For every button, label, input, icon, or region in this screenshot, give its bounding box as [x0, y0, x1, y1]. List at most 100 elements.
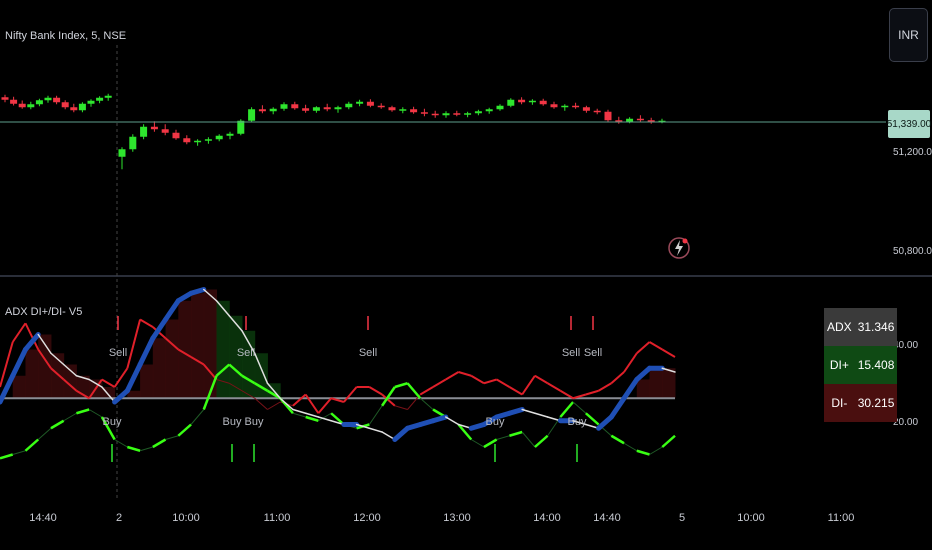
di-plus-segment — [318, 412, 332, 422]
candle — [248, 109, 256, 121]
trend-zone — [165, 319, 179, 399]
di-minus-segment — [598, 382, 612, 392]
sell-label: Sell — [237, 347, 255, 359]
adx-segment — [596, 414, 614, 431]
di-plus-segment — [509, 430, 523, 437]
di-plus-segment — [88, 409, 103, 418]
di-plus-segment — [496, 435, 510, 440]
candle — [194, 140, 202, 143]
trend-zone — [178, 300, 192, 399]
currency-button[interactable]: INR — [889, 8, 928, 62]
di-minus-segment — [419, 386, 434, 396]
adx-segment — [317, 416, 332, 422]
adx-segment — [521, 408, 536, 414]
sell-label: Sell — [562, 347, 580, 359]
di-minus-segment — [88, 378, 103, 399]
di-plus-segment — [37, 427, 52, 440]
di-plus-segment — [50, 419, 65, 430]
buy-label: Buy — [486, 416, 505, 428]
lightning-icon[interactable] — [667, 231, 691, 265]
di-plus-segment — [165, 435, 179, 440]
candle — [474, 111, 482, 114]
di-minus-segment — [381, 393, 396, 407]
sell-label: Sell — [359, 347, 377, 359]
candle — [377, 105, 385, 108]
di-minus-segment — [216, 379, 230, 384]
adx-segment — [621, 377, 640, 401]
di-plus-segment — [228, 363, 243, 377]
trend-zone — [140, 364, 154, 399]
di-plus-segment — [470, 439, 485, 448]
candle — [528, 100, 536, 103]
time-axis-label: 10:00 — [737, 512, 765, 524]
adx-segment — [430, 414, 449, 424]
adx-segment — [534, 412, 549, 418]
di-minus-value-cell: 30.215 — [854, 384, 898, 422]
adx-segment — [368, 427, 383, 433]
di-minus-segment — [636, 341, 651, 354]
adx-segment — [392, 425, 411, 442]
candle — [507, 99, 515, 106]
time-axis-label: 11:00 — [263, 512, 291, 524]
time-axis-label: 11:00 — [827, 512, 855, 524]
di-minus-segment — [241, 390, 255, 399]
adx-segment — [62, 363, 78, 377]
candle — [366, 101, 374, 106]
sell-label: Sell — [109, 347, 127, 359]
adx-segment — [150, 317, 169, 341]
candle — [604, 111, 612, 121]
di-plus-segment — [127, 445, 141, 452]
di-minus-segment — [304, 393, 320, 414]
adx-segment — [88, 378, 103, 388]
candle — [345, 103, 353, 108]
candle — [442, 113, 450, 116]
time-axis-label: 14:40 — [593, 512, 621, 524]
buy-label: Buy — [223, 416, 242, 428]
candle — [27, 104, 35, 108]
candle — [161, 129, 169, 133]
buy-label: Buy — [103, 416, 122, 428]
indicator-axis-label: 40.00 — [893, 340, 919, 351]
candle — [593, 110, 601, 113]
candle — [636, 118, 644, 121]
di-plus-segment — [202, 375, 218, 410]
di-plus-segment — [559, 401, 575, 418]
di-plus-segment — [100, 416, 116, 441]
di-minus-segment — [559, 389, 574, 400]
adx-segment — [137, 335, 156, 367]
symbol-title[interactable]: Nifty Bank Index, 5, NSE — [5, 30, 127, 42]
candle — [215, 135, 223, 140]
di-plus-segment — [457, 423, 473, 441]
adx-segment — [163, 298, 181, 322]
indicator-title[interactable]: ADX DI+/DI- V5 — [5, 306, 83, 318]
adx-segment — [215, 300, 230, 317]
di-plus-segment — [610, 434, 625, 445]
adx-segment — [506, 407, 525, 416]
adx-segment — [572, 420, 587, 426]
di-plus-segment — [649, 446, 663, 455]
candle — [150, 126, 158, 130]
price-axis-label: 51,200.00 — [893, 147, 932, 158]
trend-zone — [25, 349, 39, 399]
di-minus-segment — [164, 337, 179, 351]
di-minus-segment — [75, 389, 90, 400]
candle — [87, 100, 95, 104]
candle — [183, 138, 191, 143]
di-minus-segment — [177, 348, 192, 358]
candle — [104, 95, 112, 98]
adx-segment — [0, 373, 16, 405]
candle — [172, 132, 180, 139]
adx-segment — [203, 288, 218, 302]
trend-zone — [229, 315, 243, 399]
adx-segment — [266, 382, 281, 399]
candle — [615, 120, 623, 122]
di-minus-segment — [394, 405, 408, 410]
trend-zone — [636, 379, 651, 399]
adx-segment — [253, 352, 269, 384]
time-axis-label: 2 — [115, 512, 123, 524]
di-plus-value-cell: 15.408 — [854, 346, 898, 384]
candle — [626, 118, 634, 122]
di-minus-segment — [458, 371, 472, 377]
price-axis-label: 50,800.00 — [893, 246, 932, 257]
